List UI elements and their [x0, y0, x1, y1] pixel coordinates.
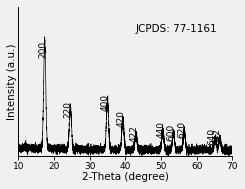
Text: 400: 400 [101, 94, 110, 111]
Text: 642: 642 [212, 128, 221, 145]
Text: 640: 640 [208, 128, 217, 145]
Text: 600: 600 [167, 123, 176, 141]
Text: 620: 620 [178, 121, 186, 138]
Y-axis label: Intensity (a.u.): Intensity (a.u.) [7, 43, 17, 120]
Text: 220: 220 [64, 101, 73, 118]
Text: JCPDS: 77-1161: JCPDS: 77-1161 [136, 24, 218, 34]
Text: 422: 422 [129, 125, 138, 142]
X-axis label: 2-Theta (degree): 2-Theta (degree) [82, 172, 169, 182]
Text: 440: 440 [156, 121, 165, 138]
Text: 200: 200 [38, 41, 47, 58]
Text: 420: 420 [116, 111, 125, 127]
